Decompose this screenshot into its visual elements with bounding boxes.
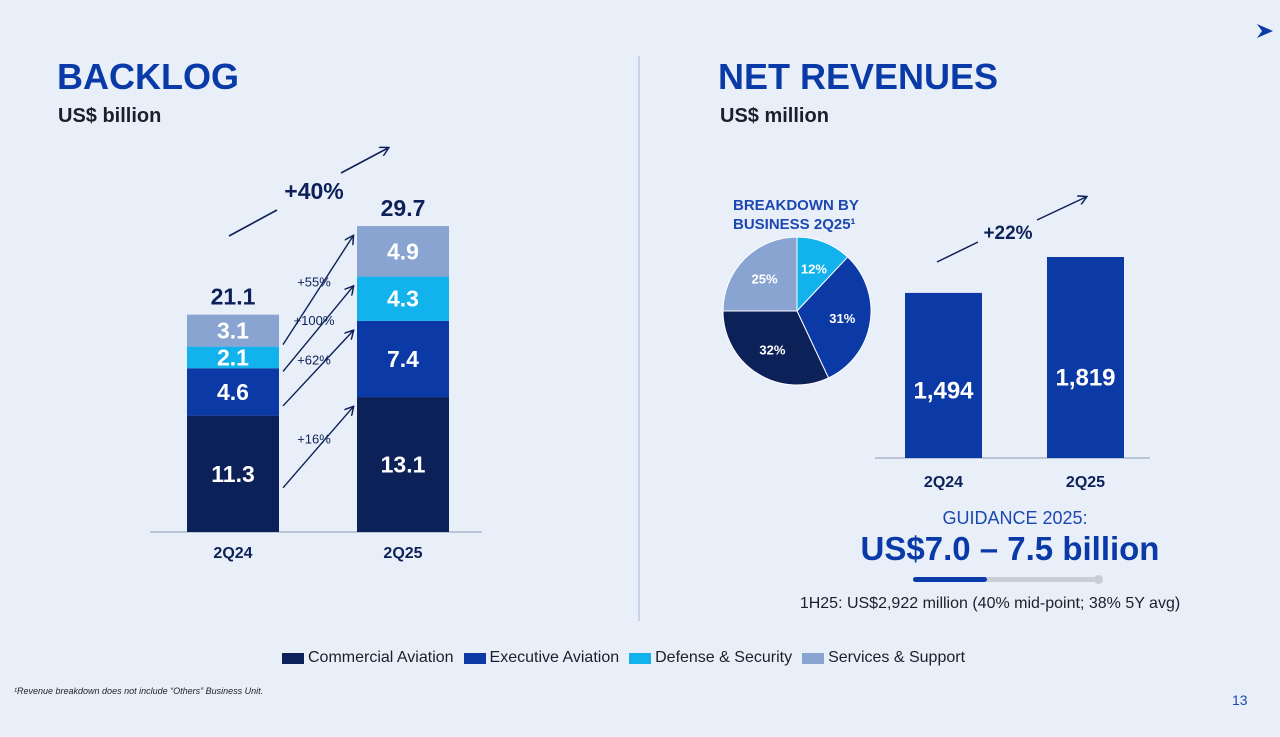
x-axis-label: 2Q25 [383,545,422,562]
revenue-bar [905,292,982,458]
revenue-growth-arrow-upper [1036,197,1086,221]
growth-label: +62% [297,352,331,367]
revenue-growth-arrow-lower [936,241,979,263]
legend-swatch [802,652,825,664]
bar-value-label: 4.9 [387,238,419,264]
growth-label: +16% [297,431,331,446]
revenue-bar [1047,257,1124,458]
pie-slice [722,310,830,386]
bar-segment [357,226,449,277]
pie-slice-label: 12% [801,261,827,276]
legend-item-executive: Executive Aviation [463,649,620,667]
legend-item-services: Services & Support [802,649,965,667]
revenue-bar-label: 1,494 [913,378,974,405]
bar-segment [187,346,279,369]
bar-value-label: 3.1 [217,318,249,344]
legend-label: Executive Aviation [489,649,620,666]
backlog-subtitle: US$ billion [58,105,162,127]
bar-segment [187,314,279,347]
legend: Commercial Aviation Executive Aviation D… [282,649,975,667]
total-growth-arrow-lower [228,209,278,237]
legend-label: Defense & Security [655,649,793,666]
guidance-progress-fill [913,577,988,582]
revenue-bar-label: 1,819 [1055,365,1115,392]
pie-slice [722,236,798,312]
legend-item-defense: Defense & Security [629,649,792,667]
net-revenue-chart: 1,494 2Q24 1,819 2Q25 +22% [875,190,1150,490]
page-number: 13 [1232,692,1248,708]
guidance-progress-track [913,575,1103,584]
business-breakdown-pie: 12% 31% 32% 25% [722,236,872,386]
growth-arrow [282,331,353,407]
growth-arrow [282,236,353,346]
growth-label: +100% [294,313,335,328]
bar-value-label: 2.1 [217,344,249,370]
revenue-growth-label: +22% [983,223,1032,244]
total-growth-label: +40% [284,178,343,204]
bar-segment [187,368,279,416]
bar-total-label: 21.1 [211,284,256,310]
growth-arrow [282,287,353,372]
bar-value-label: 4.3 [387,286,419,312]
legend-item-commercial: Commercial Aviation [282,649,454,667]
legend-swatch [629,652,652,664]
guidance-label: GUIDANCE 2025: [942,508,1088,528]
bar-value-label: 11.3 [211,461,255,487]
total-growth-arrow-upper [340,148,388,174]
pie-title: BREAKDOWN BY BUSINESS 2Q25¹ [733,197,859,233]
bar-segment [357,276,449,321]
chevron-right-icon [1254,20,1276,47]
net-revenues-subtitle: US$ million [720,105,829,127]
guidance-progress-endpoint [1094,575,1103,584]
legend-swatch [463,652,486,664]
x-axis-label: 2Q24 [213,545,252,562]
pie-slice-label: 32% [759,343,785,358]
growth-label: +55% [297,274,331,289]
pie-slice-label: 31% [829,311,855,326]
backlog-chart: 11.3 4.6 2.13.1 21.1 2Q24 13.1 7.4 4.3 4.9 29.7 2Q… [150,0,482,562]
bar-value-label: 4.6 [217,379,249,405]
bar-value-label: 7.4 [387,346,419,372]
h1-guidance-text: 1H25: US$2,922 million (40% mid-point; 3… [799,595,1181,612]
bar-total-label: 29.7 [381,195,426,221]
section-divider [638,56,640,621]
pie-slice-label: 25% [752,272,778,287]
footnote: ¹Revenue breakdown does not include “Oth… [14,686,264,696]
bar-segment [187,415,279,532]
bar-segment [357,397,449,532]
legend-label: Services & Support [828,649,966,666]
x-axis-label: 2Q25 [1066,474,1105,490]
backlog-title: BACKLOG [57,56,239,97]
legend-swatch [282,652,304,664]
bar-value-label: 13.1 [381,452,426,478]
x-axis-label: 2Q24 [924,474,963,490]
bar-segment [357,320,449,398]
guidance-value: US$7.0 – 7.5 billion [860,530,1160,567]
net-revenues-title: NET REVENUES [718,56,999,97]
legend-label: Commercial Aviation [308,649,454,666]
pie-slice [796,256,872,379]
growth-arrow [282,407,353,489]
